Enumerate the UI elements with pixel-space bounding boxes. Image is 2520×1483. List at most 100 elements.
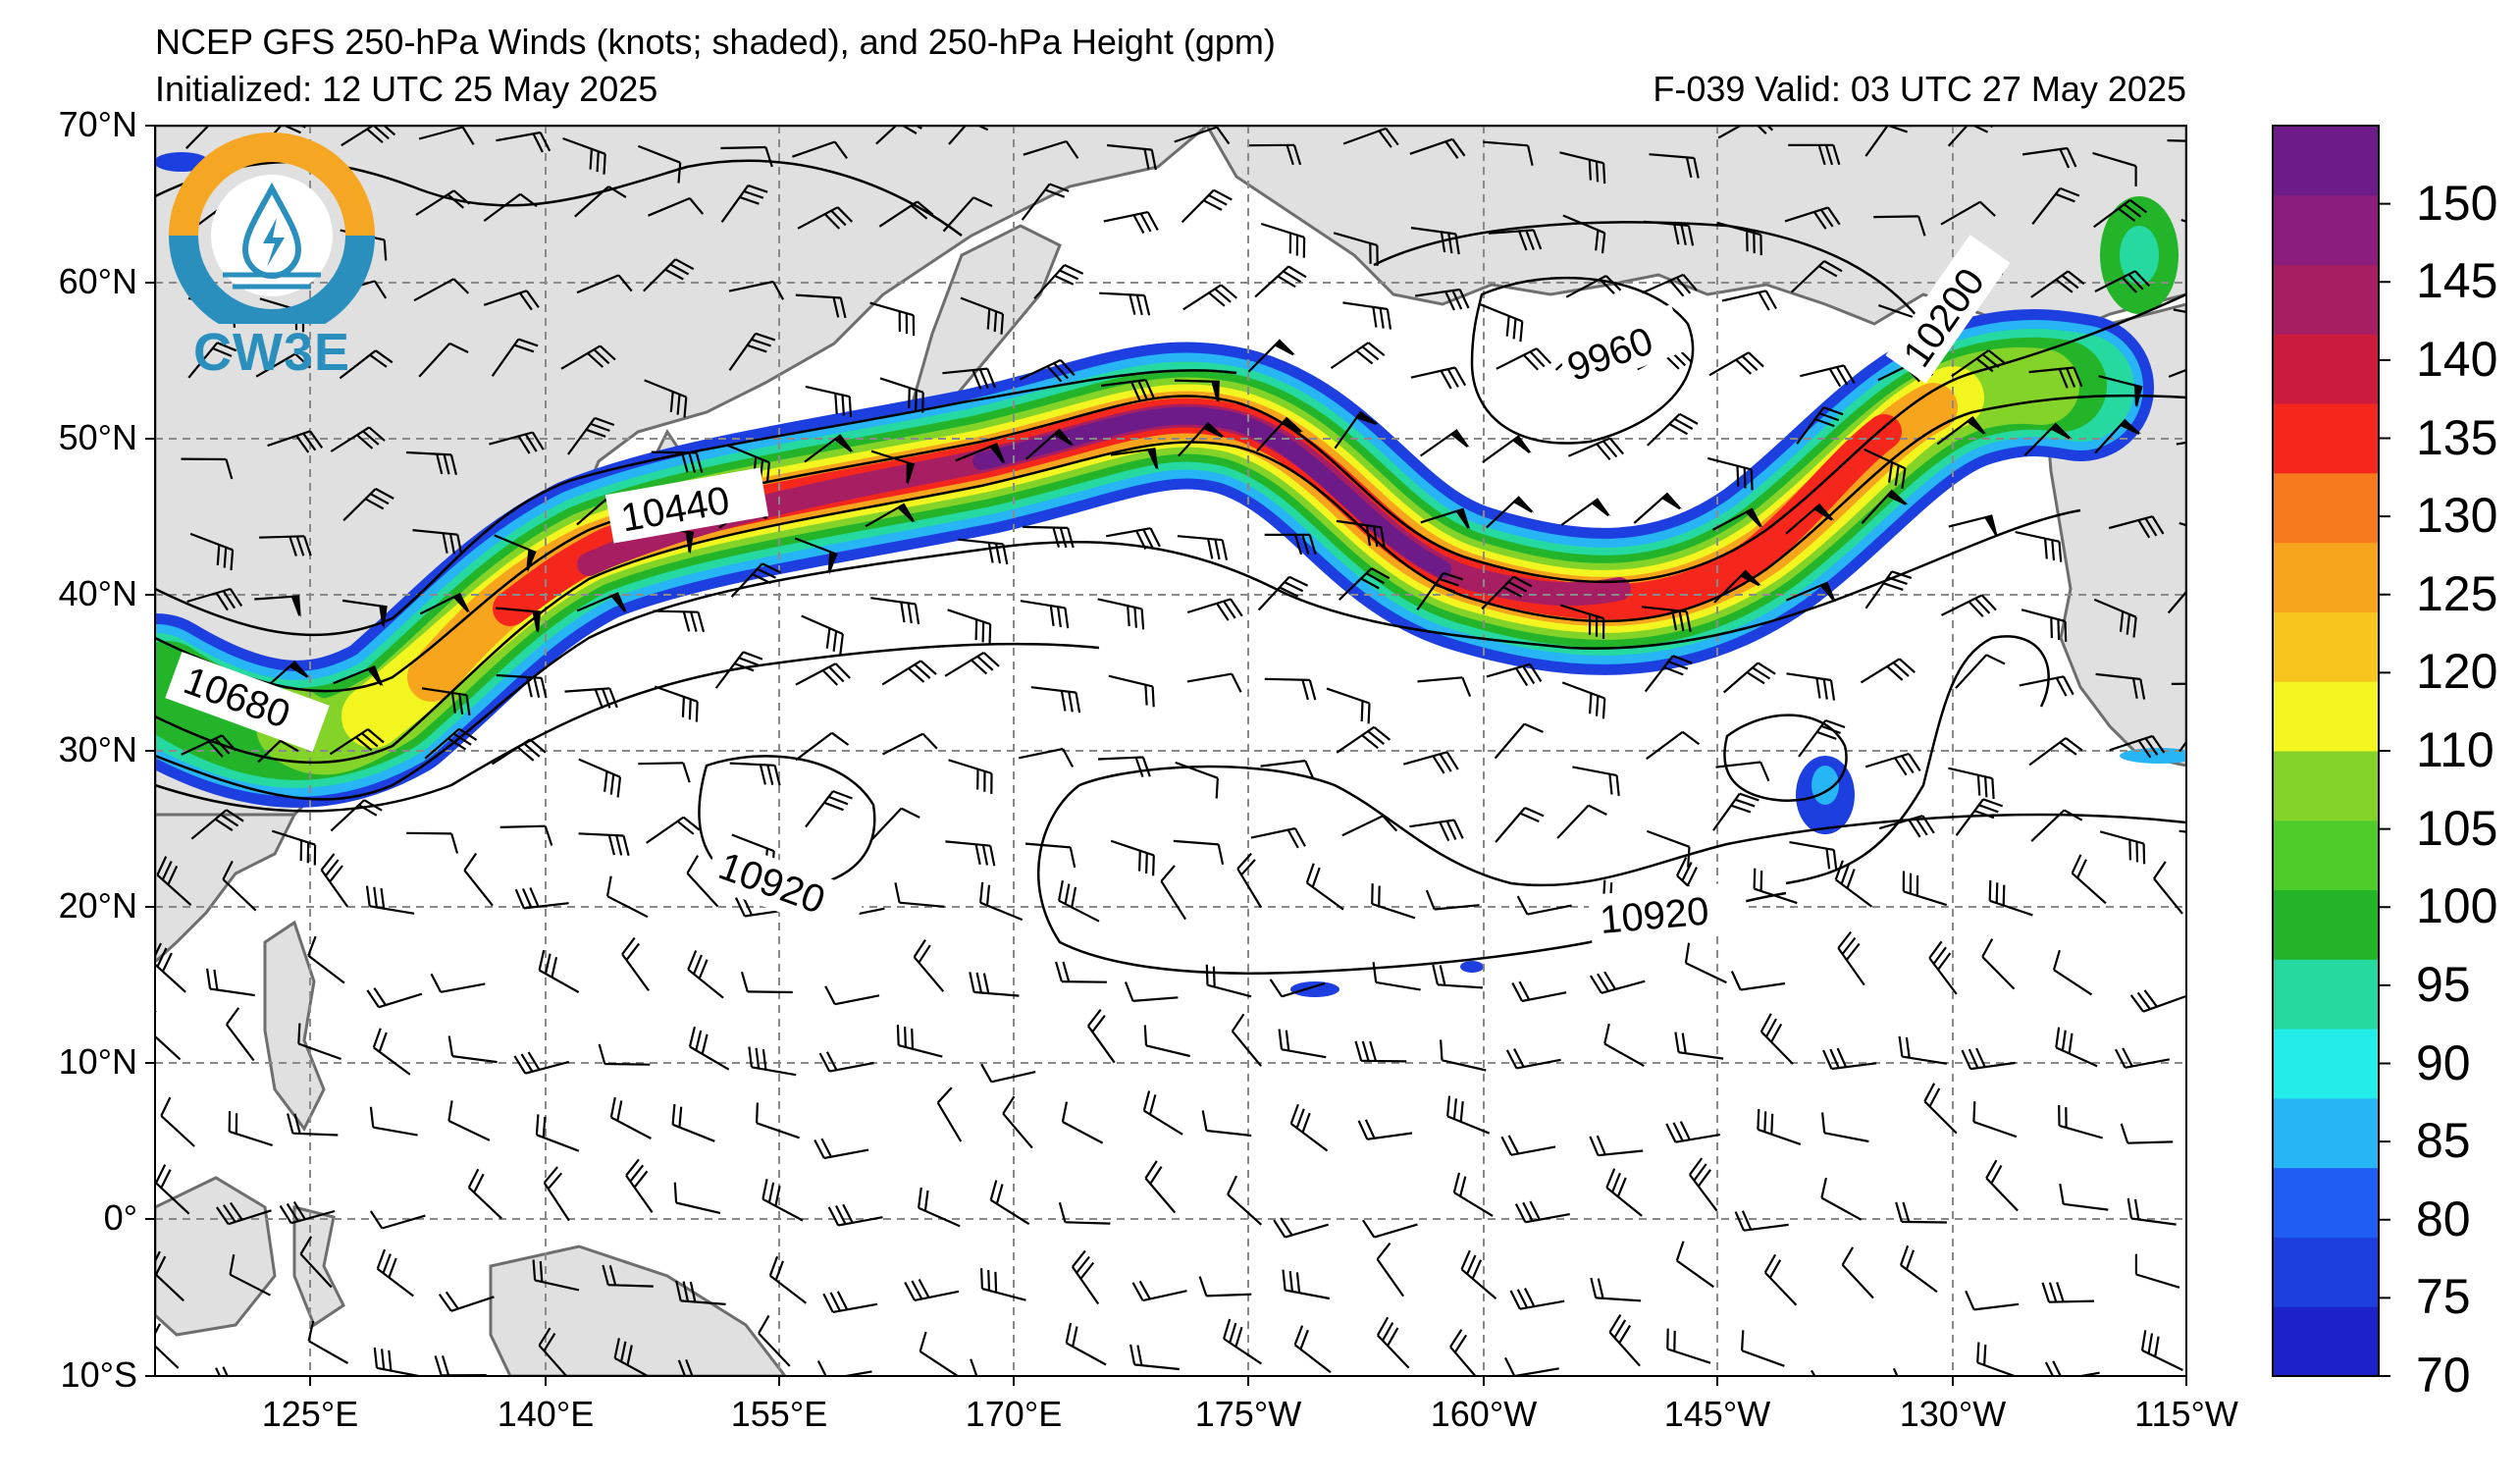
wind-barb-feather xyxy=(1361,734,1379,750)
wind-barb-feather xyxy=(821,669,838,686)
wind-barb xyxy=(919,1350,959,1376)
wind-barb-feather xyxy=(1532,230,1543,250)
wind-barb-feather xyxy=(1452,1172,1461,1193)
wind-barb-feather xyxy=(2202,720,2222,727)
wind-barb xyxy=(1281,1048,1327,1059)
wind-barb xyxy=(156,874,192,907)
wind-barb-feather xyxy=(1058,1201,1067,1223)
wind-barb xyxy=(1798,719,1827,758)
wind-barb xyxy=(761,1197,804,1222)
wind-barb-feather xyxy=(1460,1249,1471,1270)
wind-barb xyxy=(729,762,775,767)
colorbar-tick-label: 70 xyxy=(2416,1348,2471,1403)
wind-barb-feather xyxy=(904,1027,907,1047)
wind-barb-feather xyxy=(1523,722,1544,733)
wind-barb-feather xyxy=(626,1345,633,1366)
wind-barb xyxy=(1186,672,1233,683)
wind-barb-feather xyxy=(447,737,467,751)
wind-barb-feather xyxy=(156,856,168,875)
wind-barb-feather xyxy=(1817,144,1826,166)
wind-barb xyxy=(2015,531,2060,543)
wind-barb-feather xyxy=(832,790,853,800)
wind-barb-feather xyxy=(918,1278,930,1298)
wind-barb-feather xyxy=(2154,1336,2160,1357)
wind-barb xyxy=(1789,841,1834,851)
wind-barb-feather xyxy=(994,543,1002,564)
wind-barb xyxy=(1675,1134,1720,1143)
wind-barb-feather xyxy=(1376,1316,1390,1337)
wind-barb-feather xyxy=(594,689,604,710)
wind-barb-feather xyxy=(1143,148,1150,170)
wind-barb xyxy=(804,434,842,463)
lat-label-0: 0° xyxy=(103,1197,137,1238)
wind-barb-feather xyxy=(1529,1200,1541,1221)
wind-barb-feather xyxy=(1765,126,1774,132)
wind-barb-feather xyxy=(361,732,379,748)
wind-barb-feather xyxy=(1301,1112,1311,1134)
wind-barb-feather xyxy=(1686,867,1698,886)
wind-barb xyxy=(1486,496,1521,529)
wind-barb-feather xyxy=(1605,1168,1616,1189)
wind-barb-feather xyxy=(2217,683,2223,703)
wind-barb-feather xyxy=(380,887,386,909)
wind-barb xyxy=(299,1253,333,1289)
wind-barb-feather xyxy=(1829,679,1836,701)
wind-barb-feather xyxy=(222,1204,236,1223)
valid-time: F-039 Valid: 03 UTC 27 May 2025 xyxy=(1653,69,2186,109)
wind-barb-feather xyxy=(748,184,768,193)
wind-barb-feather xyxy=(287,1113,294,1134)
wind-barb-feather xyxy=(373,1347,379,1368)
wind-barb xyxy=(1525,1213,1570,1224)
wind-barb xyxy=(1033,264,1066,299)
wind-barb-feather xyxy=(1059,527,1068,549)
colorbar-tick-label: 120 xyxy=(2416,644,2498,700)
wind-barb-feather xyxy=(1301,534,1310,556)
wind-barb xyxy=(1973,1302,2020,1311)
wind-barb-feather xyxy=(989,845,996,867)
wind-barb-feather xyxy=(160,1096,172,1117)
wind-barb-feather xyxy=(768,1255,779,1277)
wind-barb-feather xyxy=(456,534,463,556)
wind-barb-feather xyxy=(1599,278,1615,294)
wind-barb-feather xyxy=(1983,1344,1987,1365)
wind-barb-feather xyxy=(1822,678,1828,700)
wind-barb xyxy=(2142,995,2186,1013)
wind-barb xyxy=(1062,1121,1104,1144)
wind-barb-feather xyxy=(842,1203,854,1224)
wind-barb-feather xyxy=(1069,847,1076,869)
wind-barb xyxy=(2168,368,2186,378)
wind-barb xyxy=(1666,1348,1711,1364)
wind-barb-feather xyxy=(373,886,378,908)
wind-barb-feather xyxy=(1898,658,1916,674)
wind-barb-feather xyxy=(1382,815,1398,832)
wind-barb xyxy=(2127,1140,2174,1144)
wind-barb-feather xyxy=(1898,1035,1904,1057)
axis-ticks xyxy=(145,125,2187,1386)
wind-barb-feather xyxy=(1062,961,1071,982)
wind-barb-feather xyxy=(368,426,386,442)
wind-barb-feather xyxy=(1743,467,1747,489)
wind-barb xyxy=(339,349,377,380)
wind-barb xyxy=(447,1120,491,1141)
wind-barb-feather xyxy=(2055,279,2074,293)
wind-barb-feather xyxy=(1595,230,1600,251)
wind-barb-feather xyxy=(517,435,531,454)
wind-barb-feather xyxy=(1513,1047,1525,1068)
wind-barb-feather xyxy=(1736,465,1740,487)
wind-barb xyxy=(413,278,454,302)
wind-barb-feather xyxy=(329,865,343,883)
wind-barb-feather xyxy=(161,952,173,973)
wind-barb-feather xyxy=(913,938,926,958)
wind-barb-feather xyxy=(2044,1361,2055,1376)
wind-barb xyxy=(574,185,609,218)
wind-flag xyxy=(1984,515,1998,537)
wind-barb xyxy=(189,532,234,552)
wind-barb xyxy=(1514,1367,1559,1376)
wind-barb-feather xyxy=(279,1204,292,1224)
wind-barb-feather xyxy=(1971,126,1989,133)
wind-barb xyxy=(1717,126,1743,139)
wind-barb-feather xyxy=(382,126,396,136)
wind-barb-feather xyxy=(2059,1184,2065,1204)
wind-barb-feather xyxy=(1905,1249,1916,1270)
wind-barb-feather xyxy=(1372,962,1378,983)
